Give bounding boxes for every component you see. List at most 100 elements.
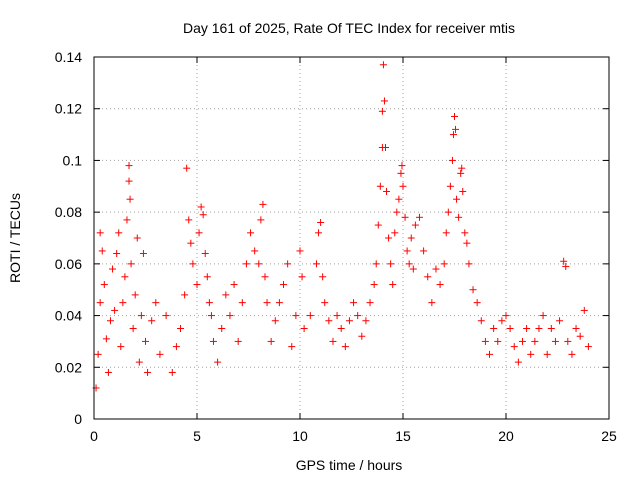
data-point xyxy=(376,182,384,190)
data-point xyxy=(139,250,147,258)
data-point xyxy=(137,312,145,320)
data-point xyxy=(205,299,213,307)
y-tick-labels: 0 0.02 0.04 0.06 0.08 0.1 0.12 0.14 xyxy=(55,49,82,427)
data-point xyxy=(306,312,314,320)
data-point xyxy=(121,273,129,281)
data-point xyxy=(481,337,489,345)
data-point xyxy=(490,325,498,332)
data-point xyxy=(94,350,102,358)
data-point xyxy=(242,260,250,268)
data-point xyxy=(379,61,387,69)
data-point xyxy=(446,182,454,190)
data-point xyxy=(420,247,428,255)
data-point xyxy=(350,299,358,307)
data-point xyxy=(370,281,378,289)
data-point xyxy=(401,213,409,221)
data-point xyxy=(119,299,127,307)
data-point xyxy=(469,286,477,294)
x-axis-label: GPS time / hours xyxy=(296,457,403,473)
data-point xyxy=(315,229,323,237)
data-point xyxy=(288,343,296,351)
y-tick-label: 0.06 xyxy=(55,256,82,272)
data-point xyxy=(280,281,288,289)
data-point xyxy=(127,260,135,268)
y-tick-label: 0.08 xyxy=(55,204,82,220)
data-point xyxy=(125,162,133,170)
data-point xyxy=(572,325,580,332)
data-point xyxy=(144,368,152,376)
data-point xyxy=(199,211,207,219)
data-point xyxy=(259,200,267,208)
y-axis-label: ROTI / TECUs xyxy=(7,193,23,283)
data-point xyxy=(106,317,114,325)
data-point xyxy=(562,262,570,270)
data-point xyxy=(442,229,450,237)
data-point xyxy=(381,144,389,151)
data-point xyxy=(102,335,110,343)
data-point xyxy=(298,273,306,281)
data-point xyxy=(267,337,275,345)
data-point xyxy=(333,312,341,320)
x-tick-label: 20 xyxy=(498,428,514,444)
data-point xyxy=(317,218,325,226)
data-point xyxy=(131,291,139,299)
data-point xyxy=(547,325,555,332)
data-point xyxy=(142,337,149,345)
data-point xyxy=(284,260,292,268)
data-point xyxy=(380,97,388,105)
data-point xyxy=(263,299,271,307)
data-point xyxy=(189,260,197,268)
data-point xyxy=(424,273,432,281)
data-point xyxy=(197,203,205,211)
data-point xyxy=(527,350,535,358)
data-point xyxy=(226,312,234,320)
data-point xyxy=(398,162,406,170)
data-point xyxy=(230,281,238,289)
x-tick-label: 5 xyxy=(193,428,201,444)
x-tick-labels: 0 5 10 15 20 25 xyxy=(90,428,617,444)
data-point xyxy=(251,247,259,255)
data-point xyxy=(383,187,391,195)
axis-ticks xyxy=(93,56,610,420)
data-point xyxy=(449,131,457,139)
data-point xyxy=(187,239,195,247)
data-point xyxy=(510,343,518,351)
data-point xyxy=(255,260,263,268)
data-point xyxy=(486,350,494,358)
data-point xyxy=(556,317,564,325)
data-point xyxy=(457,169,465,177)
data-point xyxy=(126,195,134,203)
data-point xyxy=(218,325,226,332)
data-point xyxy=(465,260,473,268)
data-point xyxy=(111,306,119,314)
data-point xyxy=(113,250,121,258)
data-point xyxy=(458,164,466,172)
data-point xyxy=(292,312,300,320)
data-point xyxy=(415,213,423,221)
y-tick-label: 0.04 xyxy=(55,308,82,324)
data-point xyxy=(514,358,522,366)
data-point xyxy=(115,229,123,237)
data-point xyxy=(275,299,283,307)
data-point xyxy=(300,325,308,332)
data-point xyxy=(452,125,460,133)
data-point xyxy=(135,358,143,366)
data-point xyxy=(407,234,415,242)
data-point xyxy=(247,229,255,237)
data-point xyxy=(183,164,191,172)
data-point xyxy=(372,260,380,268)
data-point xyxy=(100,281,108,289)
data-point xyxy=(201,250,209,258)
data-point xyxy=(397,169,405,177)
data-point xyxy=(494,337,502,345)
data-point xyxy=(502,312,510,320)
data-point xyxy=(451,112,458,120)
data-point xyxy=(109,265,117,273)
data-point xyxy=(564,337,572,345)
data-point xyxy=(337,325,345,332)
data-point xyxy=(261,273,269,281)
data-point xyxy=(193,281,201,289)
data-point xyxy=(403,247,411,255)
data-point xyxy=(387,260,395,268)
data-point xyxy=(319,273,327,281)
